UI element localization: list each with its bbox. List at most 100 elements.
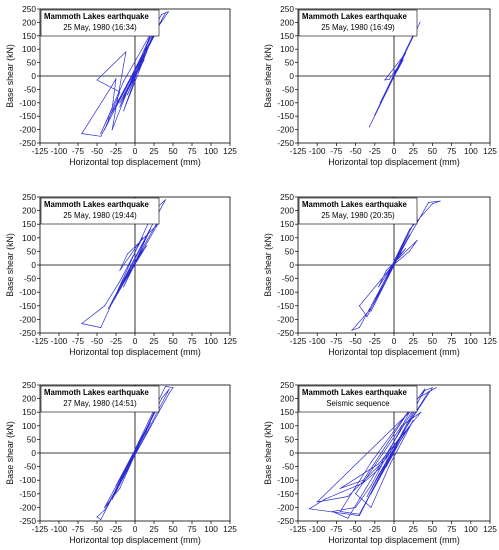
chart-5-data-point	[172, 387, 174, 389]
chart-1-legend-box	[40, 9, 160, 37]
chart-6-y-tick-label: 150	[280, 407, 294, 417]
chart-4-data-point	[389, 267, 391, 269]
chart-1-data-point	[145, 51, 147, 53]
chart-4-x-tick-label: 50	[428, 336, 438, 346]
chart-2-x-tick-label: 100	[464, 146, 478, 156]
chart-4-y-tick-label: 0	[289, 260, 294, 270]
chart-5-data-point	[168, 392, 170, 394]
chart-3-data-point	[119, 280, 121, 282]
chart-4-data-point	[366, 316, 368, 318]
chart-6-y-tick-label: -50	[282, 462, 294, 472]
chart-4-y-tick-label: 250	[280, 192, 294, 202]
chart-6-data-point	[309, 508, 310, 510]
chart-5-data-point	[100, 519, 102, 521]
chart-2-y-tick-label: 100	[280, 44, 294, 54]
chart-6-data-point	[393, 452, 395, 454]
chart-2-y-tick-label: -50	[282, 84, 294, 94]
chart-3-data-point	[142, 237, 144, 239]
chart-1-hysteresis-series	[81, 11, 169, 137]
chart-6-x-tick-label: -25	[369, 524, 381, 534]
chart-3-x-tick-label: -25	[110, 336, 122, 346]
chart-4-data-point	[431, 203, 433, 205]
chart-6-y-tick-label: 50	[285, 434, 295, 444]
chart-6-data-point	[378, 468, 380, 470]
chart-6-x-tick-label: -75	[330, 524, 342, 534]
chart-6-data-point	[378, 474, 380, 476]
chart-2-data-point	[374, 114, 376, 116]
chart-1-y-tick-label: 200	[22, 17, 36, 27]
chart-1-data-point	[164, 12, 166, 14]
chart-2-x-tick-label: 50	[428, 146, 438, 156]
chart-2-y-axis-title: Base shear (kN)	[263, 44, 273, 108]
chart-3-data-point	[119, 269, 121, 271]
chart-2-x-axis-title: Horizontal top displacement (mm)	[328, 157, 460, 167]
chart-3-x-axis-title: Horizontal top displacement (mm)	[69, 347, 201, 357]
chart-4-x-tick-label: -25	[369, 336, 381, 346]
chart-6-x-tick-label: 50	[428, 524, 438, 534]
chart-1-data-point	[143, 59, 145, 61]
chart-2-y-tick-label: 200	[280, 17, 294, 27]
chart-2-y-tick-label: -100	[277, 98, 294, 108]
chart-1-data-point	[130, 82, 132, 84]
chart-4-data-point	[378, 291, 380, 293]
chart-3-y-tick-label: -250	[19, 328, 36, 338]
chart-2-x-tick-label: 25	[409, 146, 419, 156]
chart-6-x-tick-label: 125	[483, 524, 497, 534]
chart-2-y-tick-label: 50	[285, 58, 295, 68]
chart-3-y-tick-label: -50	[24, 274, 36, 284]
chart-4-x-axis-title: Horizontal top displacement (mm)	[328, 347, 460, 357]
chart-6-data-point	[401, 425, 403, 427]
chart-3-data-point	[107, 308, 109, 309]
chart-6-data-point	[385, 457, 387, 459]
chart-4-data-point	[401, 248, 403, 250]
chart-5-x-tick-label: -100	[51, 524, 68, 534]
chart-2-data-point	[405, 52, 406, 54]
chart-6-data-point	[424, 388, 426, 390]
chart-5-x-tick-label: 50	[168, 524, 178, 534]
chart-5-data-point	[134, 452, 136, 454]
chart-1-x-tick-label: 125	[223, 146, 237, 156]
chart-1-data-point	[119, 91, 121, 93]
chart-5-data-point	[104, 506, 106, 508]
chart-1-data-point	[134, 75, 136, 77]
chart-5-data-point	[161, 398, 163, 400]
chart-2-data-point	[397, 67, 399, 69]
chart-6-y-tick-label: -150	[277, 489, 294, 499]
chart-3-x-tick-label: 75	[187, 336, 197, 346]
chart-2-x-tick-label: -75	[330, 146, 342, 156]
chart-6-data-point	[424, 389, 426, 391]
chart-4-data-point	[408, 234, 410, 236]
chart-4-title: Mammoth Lakes earthquake	[302, 200, 408, 209]
chart-6-x-tick-label: 25	[409, 524, 419, 534]
chart-3-y-tick-label: -100	[19, 287, 36, 297]
chart-6-data-point	[339, 487, 341, 489]
chart-3-x-tick-label: -50	[91, 336, 103, 346]
chart-3-y-tick-label: -150	[19, 301, 36, 311]
chart-6-y-axis-title: Base shear (kN)	[263, 421, 273, 485]
chart-3-y-axis-title: Base shear (kN)	[5, 233, 15, 297]
chart-5-data-point	[115, 485, 117, 487]
chart-6-data-point	[428, 391, 430, 393]
chart-6-data-point	[358, 513, 360, 515]
chart-3-y-tick-label: -200	[19, 314, 36, 324]
chart-1-y-tick-label: 50	[27, 58, 37, 68]
chart-1-data-point	[161, 13, 163, 15]
chart-2-x-tick-label: 125	[483, 146, 497, 156]
chart-2-y-tick-label: -250	[277, 138, 294, 148]
chart-4-y-tick-label: 100	[280, 233, 294, 243]
chart-6-title: Mammoth Lakes earthquake	[302, 388, 408, 397]
chart-6-data-point	[370, 493, 372, 495]
chart-6-y-tick-label: 250	[280, 380, 294, 390]
chart-1-data-point	[123, 80, 125, 82]
chart-6-y-tick-label: -100	[277, 475, 294, 485]
chart-1-data-point	[111, 129, 113, 131]
chart-4-data-point	[408, 229, 410, 231]
chart-5-data-point	[123, 477, 125, 478]
chart-6-legend-box	[298, 385, 418, 413]
chart-3-y-tick-label: 150	[22, 219, 36, 229]
chart-4-data-point	[416, 240, 418, 241]
chart-6-data-point	[397, 441, 399, 443]
chart-4-y-tick-label: 50	[285, 246, 295, 256]
chart-1-x-tick-label: 0	[133, 146, 138, 156]
